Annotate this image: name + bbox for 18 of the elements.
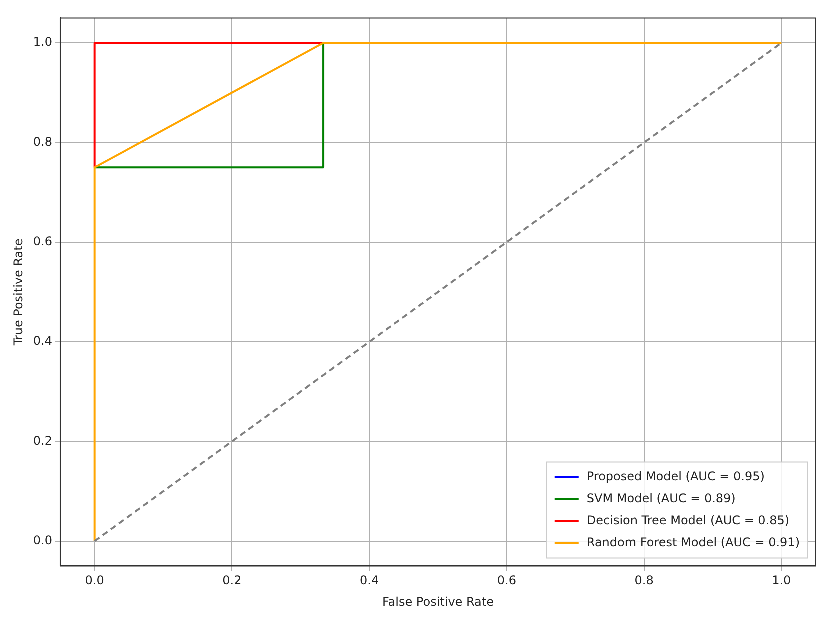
legend-label: Proposed Model (AUC = 0.95) xyxy=(586,469,765,484)
x-tick-label: 1.0 xyxy=(772,574,792,588)
legend-label: Random Forest Model (AUC = 0.91) xyxy=(586,535,800,550)
y-tick-label: 0.6 xyxy=(33,234,52,249)
y-tick-label: 0.4 xyxy=(33,334,52,348)
x-tick-label: 0.0 xyxy=(85,574,104,588)
x-tick-label: 0.6 xyxy=(497,574,516,588)
y-tick-label: 0.2 xyxy=(33,434,52,448)
x-tick-label: 0.4 xyxy=(360,574,380,588)
legend-label: SVM Model (AUC = 0.89) xyxy=(586,491,736,506)
y-tick-label: 0.0 xyxy=(33,533,52,548)
y-tick-label: 0.8 xyxy=(33,134,52,149)
x-axis-title: False Positive Rate xyxy=(382,594,494,609)
y-axis-title: True Positive Rate xyxy=(11,238,26,347)
x-tick-label: 0.2 xyxy=(222,574,242,588)
x-tick-label: 0.8 xyxy=(634,574,654,588)
legend-label: Decision Tree Model (AUC = 0.85) xyxy=(586,513,790,528)
y-tick-label: 1.0 xyxy=(33,35,52,50)
